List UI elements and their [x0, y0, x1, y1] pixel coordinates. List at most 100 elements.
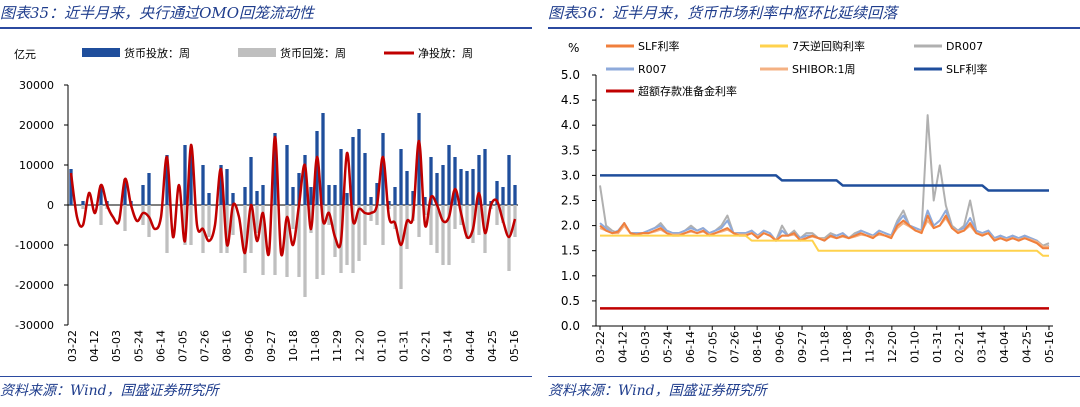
bar-injection: [381, 133, 385, 205]
series-line: [600, 174, 1049, 192]
bar-withdrawal: [429, 205, 433, 245]
x-tick-label: 01-31: [931, 331, 944, 363]
chart-panel-right: 图表36：近半月来，货币市场利率中枢环比延续回落 % SLF利率 7天逆回购利率 DR…: [548, 0, 1080, 407]
bar-withdrawal: [447, 205, 451, 265]
y-tick-label: 3.0: [561, 168, 580, 182]
bar-injection: [255, 191, 259, 205]
y-tick-label: 20000: [19, 119, 54, 132]
x-tick-label: 09-27: [796, 331, 809, 363]
line-net: [69, 135, 517, 257]
bar-withdrawal: [399, 205, 403, 289]
y-tick-label: -30000: [15, 319, 54, 332]
x-tick-label: 06-14: [684, 331, 697, 363]
bar-injection: [207, 193, 211, 205]
x-tick-label: 10-18: [819, 331, 832, 363]
bar-injection: [231, 193, 235, 205]
bar-withdrawal: [225, 205, 229, 253]
series-line: [599, 209, 1050, 250]
y-tick-label: 3.5: [561, 143, 580, 157]
bar-injection: [339, 149, 343, 205]
bar-injection: [261, 185, 265, 205]
x-tick-label: 11-29: [331, 330, 344, 362]
bar-injection: [99, 185, 103, 205]
y-tick-label: 4.0: [561, 118, 580, 132]
x-tick-label: 03-14: [442, 330, 455, 362]
legend-injection-swatch: [82, 48, 120, 57]
bar-injection: [423, 197, 427, 205]
bar-injection: [183, 145, 187, 205]
y-tick-label: -20000: [15, 279, 54, 292]
bar-injection: [81, 201, 85, 205]
bar-injection: [321, 113, 325, 205]
bar-injection: [189, 153, 193, 205]
legend-label: R007: [638, 63, 667, 76]
bar-withdrawal: [393, 205, 397, 229]
bar-injection: [507, 155, 511, 205]
bar-withdrawal: [375, 205, 379, 225]
bar-withdrawal: [453, 205, 457, 229]
y-tick-label: 2.5: [561, 194, 580, 208]
x-tick-label: 01-31: [398, 330, 411, 362]
y-tick-label: 30000: [19, 79, 54, 92]
bar-injection: [357, 129, 361, 205]
bar-withdrawal: [441, 205, 445, 265]
y-tick-label: 0: [47, 199, 54, 212]
bar-injection: [327, 185, 331, 205]
x-tick-label: 08-16: [751, 331, 764, 363]
legend-label: SLF利率: [638, 39, 679, 53]
chart-panel-left: 图表35：近半月来，央行通过OMO回笼流动性 亿元 货币投放：周 货币回笼：周 净投放…: [0, 0, 532, 407]
bar-injection: [453, 157, 457, 205]
bar-withdrawal: [147, 205, 151, 237]
chart-title-right: 图表36：近半月来，货币市场利率中枢环比延续回落: [548, 4, 898, 22]
x-tick-label: 05-03: [110, 330, 123, 362]
title-rule-left: [0, 27, 532, 29]
bar-injection: [375, 183, 379, 205]
bar-withdrawal: [381, 205, 385, 245]
bar-withdrawal: [363, 205, 367, 245]
x-tick-label: 11-29: [863, 331, 876, 363]
x-tick-label: 07-26: [199, 330, 212, 362]
x-tick-label: 04-25: [486, 330, 499, 362]
bar-withdrawal: [189, 205, 193, 245]
bar-injection: [471, 169, 475, 205]
bar-injection: [513, 185, 517, 205]
bar-withdrawal: [249, 205, 253, 253]
x-tick-label: 09-06: [243, 330, 256, 362]
x-tick-label: 07-05: [706, 331, 719, 363]
x-tick-label: 09-27: [265, 330, 278, 362]
y-tick-label: 1.0: [561, 269, 580, 283]
bar-injection: [309, 187, 313, 205]
bar-withdrawal: [297, 205, 301, 277]
bar-withdrawal: [219, 205, 223, 253]
legend-label: SLF利率: [946, 62, 987, 76]
bar-injection: [303, 155, 307, 205]
y-tick-label: -10000: [15, 239, 54, 252]
bar-withdrawal: [123, 205, 127, 231]
x-tick-label: 02-21: [953, 331, 966, 363]
bar-withdrawal: [495, 205, 499, 225]
legend-withdrawal-label: 货币回笼：周: [280, 46, 346, 60]
x-tick-label: 10-18: [287, 330, 300, 362]
bar-injection: [447, 145, 451, 205]
x-tick-label: 04-12: [88, 330, 101, 362]
bar-injection: [441, 165, 445, 205]
bar-withdrawal: [207, 205, 211, 237]
title-rule-right: [548, 27, 1080, 29]
bar-injection: [399, 149, 403, 205]
bar-injection: [123, 179, 127, 205]
bar-withdrawal: [417, 205, 421, 237]
x-tick-label: 02-21: [420, 330, 433, 362]
bar-injection: [165, 155, 169, 205]
y-axis-unit: %: [568, 41, 579, 55]
bar-injection: [363, 153, 367, 205]
x-tick-label: 03-14: [976, 331, 989, 363]
y-tick-label: 1.5: [561, 244, 580, 258]
y-tick-label: 0.5: [561, 294, 580, 308]
y-tick-label: 0.0: [561, 319, 580, 333]
bar-injection: [495, 181, 499, 205]
bar-withdrawal: [243, 205, 247, 273]
bar-withdrawal: [405, 205, 409, 249]
bar-injection: [345, 193, 349, 205]
bar-withdrawal: [345, 205, 349, 265]
source-note-left: 资料来源：Wind，国盛证券研究所: [0, 383, 219, 399]
